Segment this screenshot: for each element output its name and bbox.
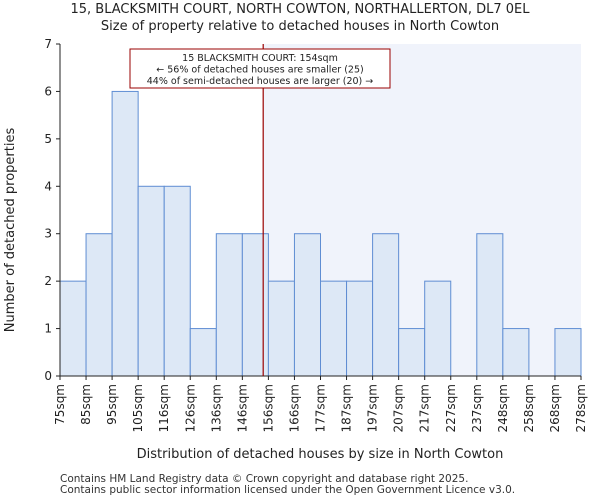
bar-136sqm: [215, 233, 243, 377]
x-tick-label: 85sqm: [79, 384, 93, 425]
x-tick-label: 217sqm: [418, 384, 432, 432]
bar-95sqm: [111, 90, 139, 377]
bar-237sqm: [476, 233, 504, 377]
bar-248sqm: [502, 328, 530, 377]
y-tick-label: 1: [44, 322, 52, 336]
x-tick-label: 207sqm: [392, 384, 406, 432]
footer: Contains HM Land Registry data © Crown c…: [60, 474, 515, 496]
chart-subtitle: Size of property relative to detached ho…: [100, 19, 500, 34]
x-tick-label: 105sqm: [131, 384, 145, 432]
y-tick-label: 4: [44, 179, 52, 193]
bar-217sqm: [424, 280, 452, 377]
x-tick-label: 75sqm: [53, 384, 67, 425]
y-tick-label: 3: [44, 227, 52, 241]
bar-177sqm: [320, 280, 348, 377]
x-tick-label: 126sqm: [183, 384, 197, 432]
x-tick-label: 248sqm: [496, 384, 510, 432]
bar-126sqm: [189, 328, 217, 377]
y-tick-label: 6: [44, 84, 52, 98]
annotation-line-1: 15 BLACKSMITH COURT: 154sqm: [182, 53, 338, 64]
y-tick-label: 0: [44, 369, 52, 383]
bar-116sqm: [163, 185, 191, 377]
x-tick-label: 95sqm: [105, 384, 119, 425]
footer-line-2: Contains public sector information licen…: [60, 484, 516, 496]
y-tick-label: 2: [44, 274, 52, 288]
bar-146sqm: [241, 233, 269, 377]
bar-105sqm: [137, 185, 165, 377]
x-axis-label: Distribution of detached houses by size …: [137, 447, 504, 462]
bar-156sqm: [267, 280, 295, 377]
bar-85sqm: [85, 233, 113, 377]
x-tick-label: 187sqm: [340, 384, 354, 432]
y-tick-label: 5: [44, 132, 52, 146]
x-tick-label: 136sqm: [209, 384, 223, 432]
annotation-box: [129, 48, 391, 89]
bar-187sqm: [346, 280, 374, 377]
bar-268sqm: [554, 328, 582, 377]
x-tick-label: 258sqm: [522, 384, 536, 432]
bar-75sqm: [59, 280, 87, 377]
x-tick-label: 237sqm: [470, 384, 484, 432]
x-tick-label: 278sqm: [574, 384, 588, 432]
x-tick-label: 166sqm: [287, 384, 301, 432]
x-tick-label: 156sqm: [261, 384, 275, 432]
footer-line-1: Contains HM Land Registry data © Crown c…: [60, 473, 469, 485]
x-tick-label: 227sqm: [444, 384, 458, 432]
annotation-line-2: ← 56% of detached houses are smaller (25…: [156, 65, 363, 76]
x-tick-label: 146sqm: [235, 384, 249, 432]
y-axis-label: Number of detached properties: [3, 128, 18, 333]
y-tick-label: 7: [44, 37, 52, 51]
chart-title: 15, BLACKSMITH COURT, NORTH COWTON, NORT…: [70, 2, 530, 17]
bar-166sqm: [293, 233, 322, 377]
x-tick-label: 116sqm: [157, 384, 171, 432]
bar-207sqm: [398, 328, 426, 377]
x-tick-label: 177sqm: [314, 384, 328, 432]
x-tick-label: 268sqm: [548, 384, 562, 432]
bar-197sqm: [372, 233, 400, 377]
annotation-line-3: 44% of semi-detached houses are larger (…: [147, 76, 374, 87]
x-tick-label: 197sqm: [366, 384, 380, 432]
